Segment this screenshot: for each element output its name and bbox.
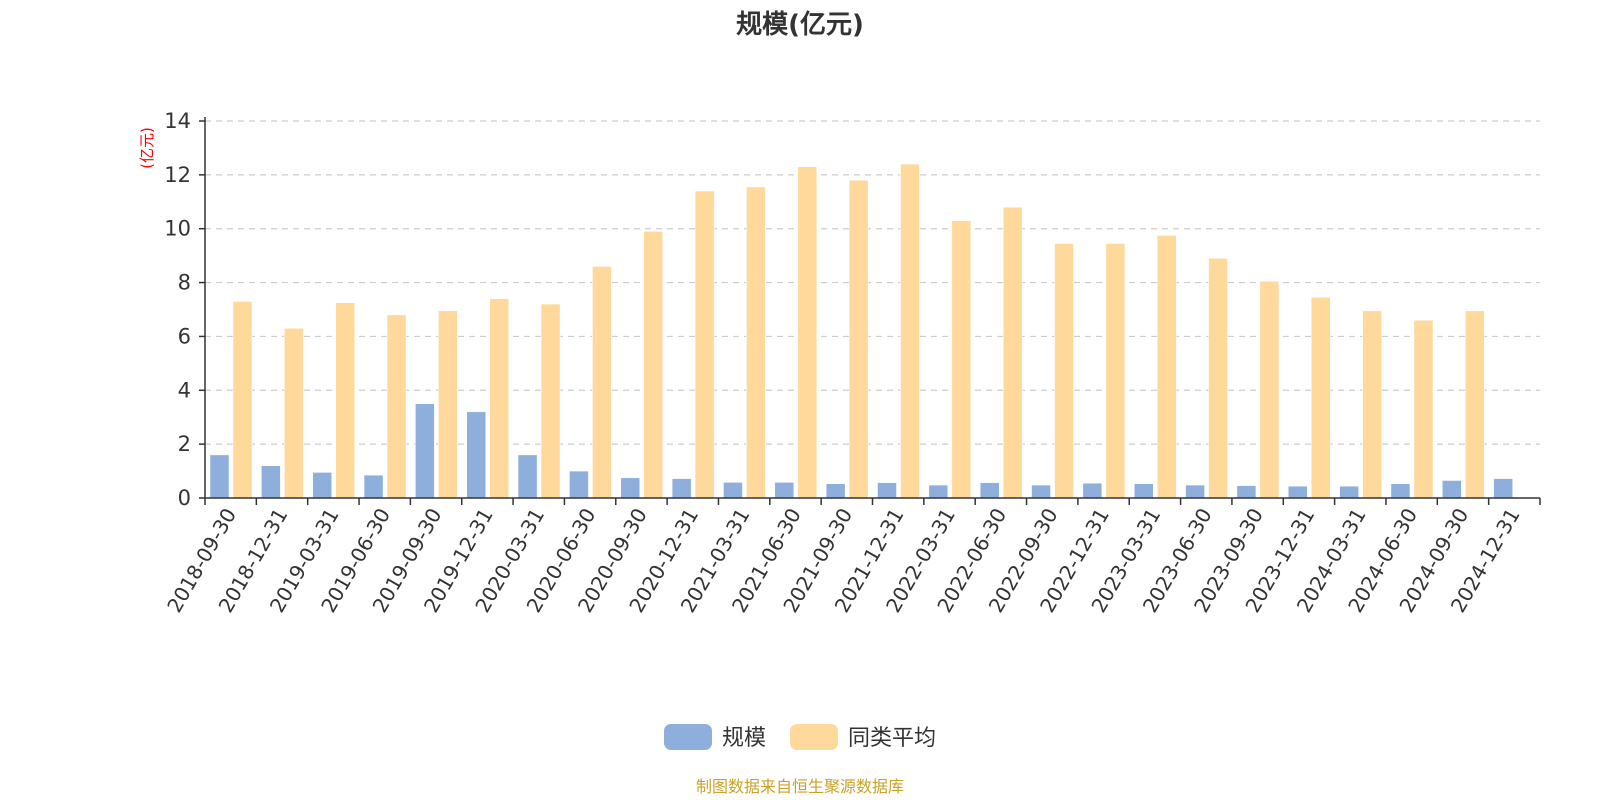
legend-label-peer-average: 同类平均 <box>848 726 936 751</box>
chart-title: 规模(亿元) <box>736 10 864 40</box>
bar-peer-average <box>1362 310 1382 499</box>
bar-scale <box>415 403 435 499</box>
bar-scale <box>928 484 949 499</box>
legend-swatch-peer-average <box>790 724 838 750</box>
bar-scale <box>1390 483 1411 499</box>
bar-peer-average <box>1259 280 1280 499</box>
y-tick-label: 0 <box>178 486 191 510</box>
legend-label-scale: 规模 <box>722 726 766 751</box>
bar-peer-average <box>335 302 355 499</box>
bar-scale <box>825 483 846 499</box>
bar-peer-average <box>848 179 869 499</box>
bar-peer-average <box>1054 243 1074 499</box>
y-axis-unit-label: (亿元) <box>138 127 156 169</box>
bar-scale <box>1442 480 1462 499</box>
bar-scale <box>209 454 230 499</box>
legend: 规模 同类平均 <box>664 724 936 751</box>
bar-scale <box>723 482 743 499</box>
bar-scale <box>1133 483 1154 499</box>
y-tick-label: 10 <box>164 217 191 241</box>
y-tick-label: 2 <box>178 432 191 456</box>
bar-scale <box>1339 485 1359 499</box>
bar-peer-average <box>1413 320 1434 499</box>
legend-swatch-scale <box>664 724 712 750</box>
bar-peer-average <box>643 231 664 499</box>
bar-scale <box>517 454 538 499</box>
bar-scale <box>1288 485 1308 499</box>
bar-scale <box>1031 484 1051 499</box>
bar-scale <box>569 470 589 499</box>
bar-scale <box>1185 484 1205 499</box>
y-tick-label: 14 <box>164 109 191 133</box>
bar-peer-average <box>1465 310 1485 499</box>
bar-scale <box>312 472 332 499</box>
bar-peer-average <box>284 328 304 499</box>
bar-peer-average <box>797 166 818 499</box>
bar-scale <box>466 411 486 499</box>
bar-peer-average <box>1156 235 1177 499</box>
bar-scale <box>1082 482 1103 499</box>
bar-scale <box>620 477 641 499</box>
bar-scale <box>261 465 281 499</box>
bar-peer-average <box>592 266 612 499</box>
bar-peer-average <box>1002 206 1023 499</box>
bar-scale <box>979 482 1000 499</box>
bar-scale <box>1236 485 1257 499</box>
y-tick-label: 12 <box>164 163 191 187</box>
bar-scale <box>363 474 384 499</box>
y-tick-label: 6 <box>178 324 191 348</box>
bar-peer-average <box>386 314 407 499</box>
bar-peer-average <box>438 310 458 499</box>
bar-peer-average <box>951 220 972 499</box>
y-tick-label: 4 <box>178 378 191 402</box>
bar-scale <box>1493 478 1513 499</box>
bar-scale <box>877 482 897 499</box>
bar-scale <box>671 478 692 499</box>
bar-peer-average <box>746 186 766 499</box>
y-tick-label: 8 <box>178 271 191 295</box>
bar-peer-average <box>1311 297 1331 499</box>
bar-scale <box>774 482 795 499</box>
data-source-note: 制图数据来自恒生聚源数据库 <box>696 777 904 796</box>
bar-peer-average <box>1105 243 1126 499</box>
bar-peer-average <box>1208 258 1228 499</box>
bar-peer-average <box>540 303 561 499</box>
bar-peer-average <box>489 298 509 499</box>
bar-peer-average <box>694 190 715 499</box>
bar-peer-average <box>232 301 253 499</box>
bar-peer-average <box>900 163 920 499</box>
bars <box>209 163 1513 499</box>
